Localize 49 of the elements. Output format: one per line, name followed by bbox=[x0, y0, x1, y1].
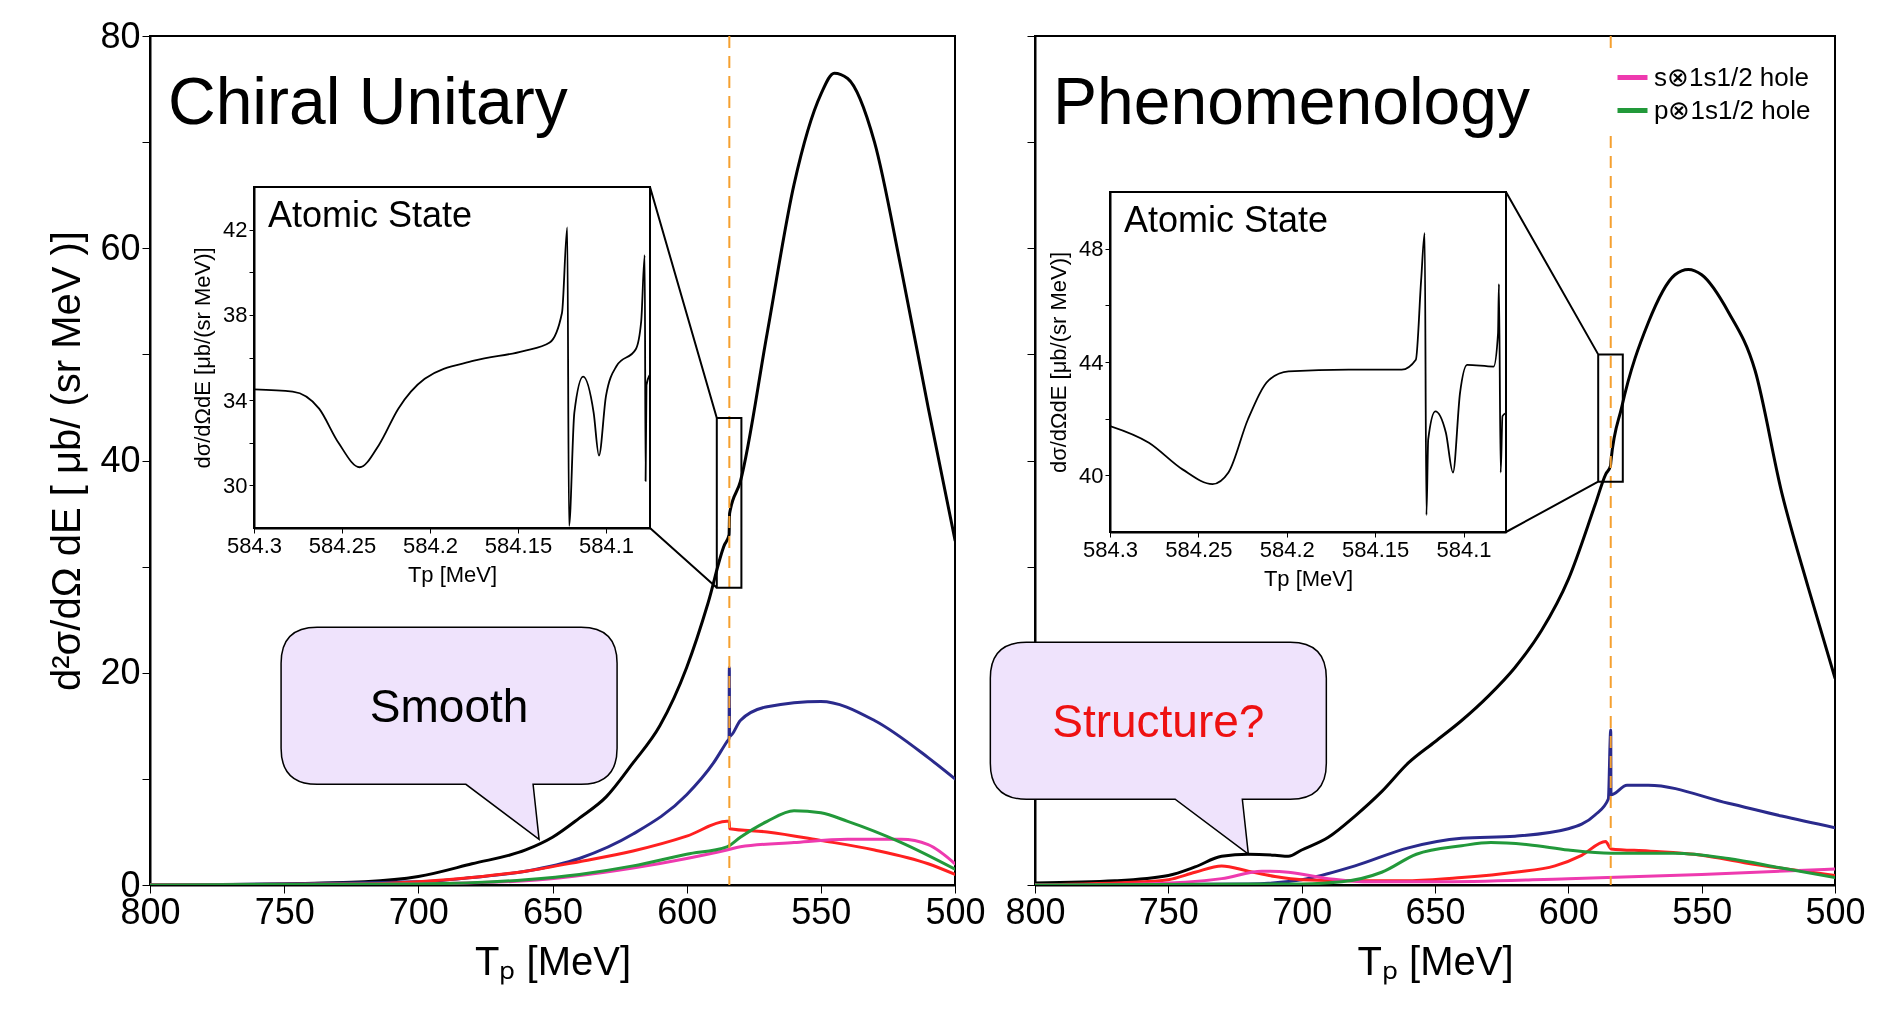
y-tick-label: 80 bbox=[100, 14, 141, 56]
x-tick-label: 584.2 bbox=[1259, 536, 1315, 562]
x-axis-title: Tₚ [MeV] bbox=[474, 938, 632, 985]
x-tick-label: 584.15 bbox=[484, 532, 553, 558]
chart-title: Atomic State bbox=[1124, 199, 1329, 240]
legend-label: p⊗1s1/2 hole bbox=[1654, 94, 1811, 125]
x-tick-label: 500 bbox=[925, 890, 986, 932]
x-tick-label: 700 bbox=[388, 890, 449, 932]
chart-title: Atomic State bbox=[268, 194, 473, 235]
x-axis-title: Tₚ [MeV] bbox=[1357, 938, 1514, 985]
x-tick-label: 584.1 bbox=[578, 532, 635, 558]
y-tick-label: 44 bbox=[1079, 349, 1104, 375]
y-tick-label: 20 bbox=[100, 651, 141, 693]
x-tick-label: 584.25 bbox=[1165, 536, 1233, 562]
x-tick-label: 500 bbox=[1805, 890, 1866, 932]
x-tick-label: 800 bbox=[1005, 890, 1066, 932]
y-tick-label: 34 bbox=[223, 387, 248, 413]
x-tick-label: 750 bbox=[254, 890, 315, 932]
x-tick-label: 584.2 bbox=[402, 532, 459, 558]
x-tick-label: 650 bbox=[1405, 890, 1466, 932]
annotation: Smooth bbox=[369, 679, 529, 732]
x-tick-label: 584.3 bbox=[226, 532, 283, 558]
y-tick-label: 30 bbox=[223, 472, 248, 498]
x-tick-label: 550 bbox=[791, 890, 852, 932]
x-tick-label: 750 bbox=[1138, 890, 1199, 932]
y-axis-title: d²σ/dΩ dE [ μb/ (sr MeV )] bbox=[44, 231, 89, 691]
annotation: Structure? bbox=[1052, 694, 1265, 747]
x-tick-label: 600 bbox=[657, 890, 718, 932]
x-tick-label: 584.3 bbox=[1082, 536, 1139, 562]
y-tick-label: 38 bbox=[223, 302, 248, 328]
y-tick-label: 40 bbox=[1079, 462, 1104, 488]
x-tick-label: 584.15 bbox=[1342, 536, 1410, 562]
x-axis-title: Tp [MeV] bbox=[1263, 565, 1354, 591]
x-tick-label: 700 bbox=[1272, 890, 1333, 932]
x-tick-label: 584.1 bbox=[1436, 536, 1492, 562]
legend-label: s⊗1s1/2 hole bbox=[1654, 61, 1809, 92]
x-axis-title: Tp [MeV] bbox=[407, 561, 498, 587]
chart-title: Chiral Unitary bbox=[168, 64, 568, 138]
y-tick-label: 40 bbox=[100, 439, 141, 480]
chart-title: Phenomenology bbox=[1053, 64, 1531, 138]
y-axis-title: dσ/dΩdE [μb/(sr MeV)] bbox=[1046, 251, 1072, 474]
x-tick-label: 650 bbox=[522, 890, 584, 932]
y-tick-label: 60 bbox=[100, 226, 141, 268]
y-axis-title: dσ/dΩdE [μb/(sr MeV)] bbox=[190, 247, 216, 469]
x-tick-label: 550 bbox=[1672, 890, 1733, 932]
x-tick-label: 600 bbox=[1538, 890, 1599, 932]
y-tick-label: 42 bbox=[223, 217, 248, 243]
x-tick-label: 584.25 bbox=[308, 532, 377, 558]
y-tick-label: 48 bbox=[1079, 236, 1104, 262]
